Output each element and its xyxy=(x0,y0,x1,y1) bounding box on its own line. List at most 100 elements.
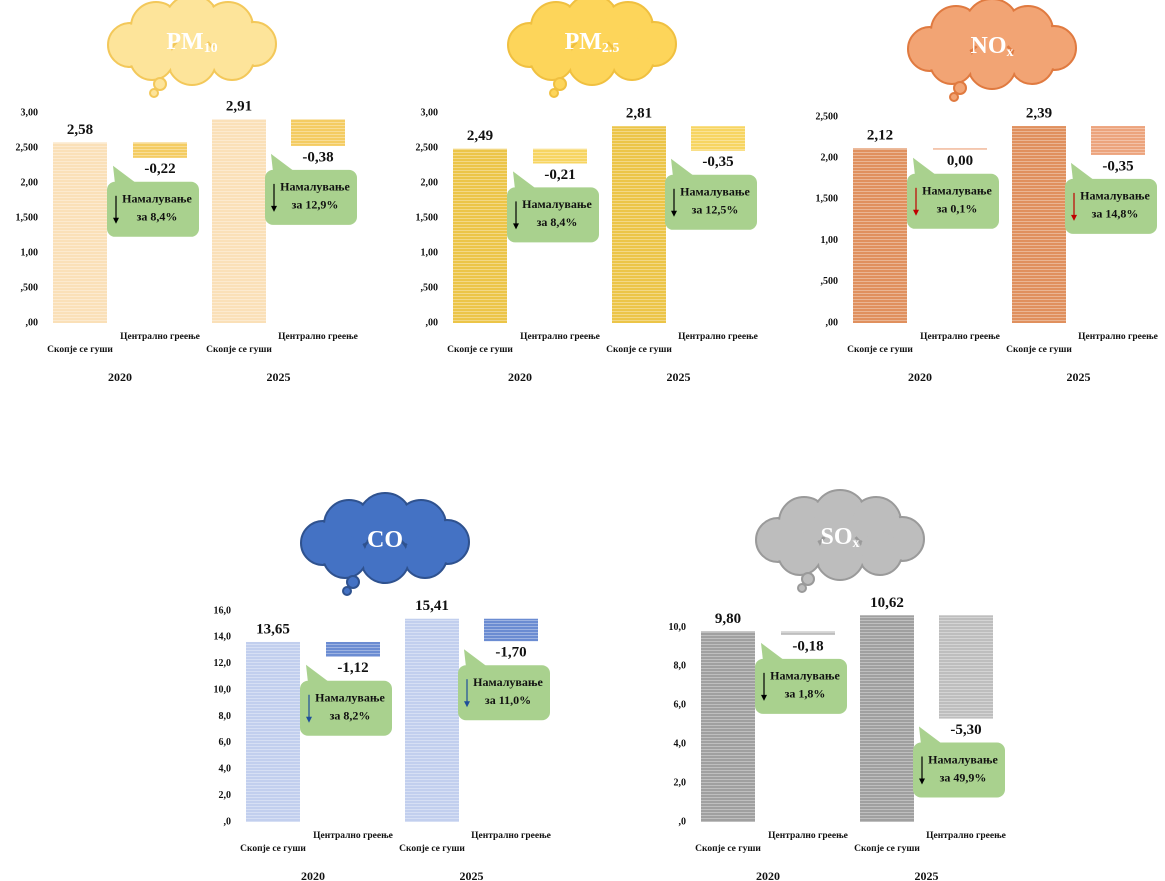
value-label: -1,12 xyxy=(337,660,368,676)
bar xyxy=(246,641,300,822)
callout-tail xyxy=(1071,162,1095,181)
bar xyxy=(612,126,666,323)
category-label: Централно греење xyxy=(920,332,1000,342)
bar xyxy=(53,142,107,323)
cloud-fill xyxy=(779,532,821,574)
callout-arrowhead xyxy=(271,205,277,212)
callout: Намалување за 12,5% xyxy=(665,158,757,230)
callout: Намалување за 49,9% xyxy=(913,726,1005,798)
cloud-fill xyxy=(969,42,1015,88)
cloud-tail xyxy=(949,92,959,102)
y-tick-label: ,00 xyxy=(426,317,439,328)
y-tick-label: 2,00 xyxy=(21,177,39,188)
cloud-fill xyxy=(611,37,653,79)
title-main: PM xyxy=(565,29,602,55)
category-label: Централно греење xyxy=(471,831,551,841)
chart-title: SOx xyxy=(820,524,859,552)
group-label: 2020 xyxy=(508,370,532,384)
y-tick-label: 12,0 xyxy=(214,658,232,669)
group-label: 2025 xyxy=(267,370,291,384)
y-tick-label: 16,0 xyxy=(214,605,232,616)
callout: Намалување за 1,8% xyxy=(755,642,847,714)
bar xyxy=(1012,126,1066,324)
value-label: -5,30 xyxy=(950,722,981,738)
cloud: PM2.5 xyxy=(507,0,677,98)
decrease-bar xyxy=(533,148,587,164)
chart-title: NOx xyxy=(971,33,1014,61)
y-tick-label: 4,0 xyxy=(674,738,687,749)
decrease-bar xyxy=(291,119,345,146)
cloud-tail xyxy=(346,575,360,589)
category-label: Централно греење xyxy=(768,831,848,841)
callout-tail xyxy=(464,649,488,668)
category-label: Централно греење xyxy=(520,332,600,342)
value-label: -0,18 xyxy=(792,638,823,654)
callout-box xyxy=(458,665,550,721)
callout-text: Намалување xyxy=(1080,189,1150,203)
group-label: 2025 xyxy=(1067,370,1091,384)
cloud: PM10 xyxy=(107,0,277,98)
cloud-fill xyxy=(324,535,366,577)
chart-title: PM2.5 xyxy=(565,29,620,57)
value-label: 0,00 xyxy=(947,153,973,169)
title-subscript: x xyxy=(1007,45,1014,60)
y-tick-label: ,500 xyxy=(821,276,839,287)
decrease-bar xyxy=(326,641,380,657)
callout-text: за 8,2% xyxy=(330,709,371,723)
category-label: Скопје се гуши xyxy=(399,843,465,854)
cloud-fill xyxy=(211,37,253,79)
callout-arrowhead xyxy=(513,223,519,230)
callout-text: за 12,9% xyxy=(292,198,339,212)
y-tick-label: 14,0 xyxy=(214,632,232,643)
callout-arrowhead xyxy=(306,716,312,723)
group-label: 2025 xyxy=(915,869,939,881)
y-tick-label: 1,500 xyxy=(16,212,39,223)
value-label: 2,39 xyxy=(1026,106,1052,122)
callout-tail xyxy=(513,171,537,190)
title-subscript: x xyxy=(853,536,860,551)
callout-text: за 12,5% xyxy=(692,203,739,217)
callout-tail xyxy=(919,726,943,745)
callout-text: за 11,0% xyxy=(485,693,531,707)
group-label: 2020 xyxy=(108,370,132,384)
decrease-bar xyxy=(133,142,187,158)
y-tick-label: 10,0 xyxy=(669,622,687,633)
category-label: Централно греење xyxy=(278,332,358,342)
bar xyxy=(453,148,507,323)
cloud-fill xyxy=(531,37,573,79)
category-label: Скопје се гуши xyxy=(847,344,913,355)
y-tick-label: 6,0 xyxy=(674,700,687,711)
cloud: CO xyxy=(300,492,470,596)
callout-box xyxy=(913,742,1005,798)
cloud-fill xyxy=(569,38,615,84)
category-label: Централно греење xyxy=(313,831,393,841)
callout-text: Намалување xyxy=(122,192,192,206)
value-label: 13,65 xyxy=(256,621,290,637)
y-tick-label: ,0 xyxy=(679,816,687,827)
y-tick-label: 2,500 xyxy=(416,142,439,153)
value-label: 2,81 xyxy=(626,106,652,122)
callout-box xyxy=(107,181,199,237)
cloud-fill xyxy=(817,533,863,579)
value-label: 2,91 xyxy=(226,99,252,115)
group-label: 2020 xyxy=(908,370,932,384)
callout-box xyxy=(907,173,999,229)
callout-tail xyxy=(271,153,295,172)
y-tick-label: ,500 xyxy=(21,282,39,293)
callout-arrowhead xyxy=(761,694,767,701)
callout-box xyxy=(265,169,357,225)
value-label: -0,35 xyxy=(1102,158,1133,174)
y-tick-label: 4,0 xyxy=(219,764,232,775)
cloud-fill xyxy=(931,41,973,83)
y-tick-label: 8,0 xyxy=(674,661,687,672)
y-tick-label: 2,0 xyxy=(219,790,232,801)
cloud-tail xyxy=(549,88,559,98)
cloud-fill xyxy=(359,494,411,546)
title-main: CO xyxy=(367,527,403,553)
bar xyxy=(701,631,755,822)
y-tick-label: 2,500 xyxy=(816,111,839,122)
cloud: SOx xyxy=(755,489,925,593)
decrease-bar xyxy=(484,618,538,642)
cloud-fill xyxy=(169,38,215,84)
